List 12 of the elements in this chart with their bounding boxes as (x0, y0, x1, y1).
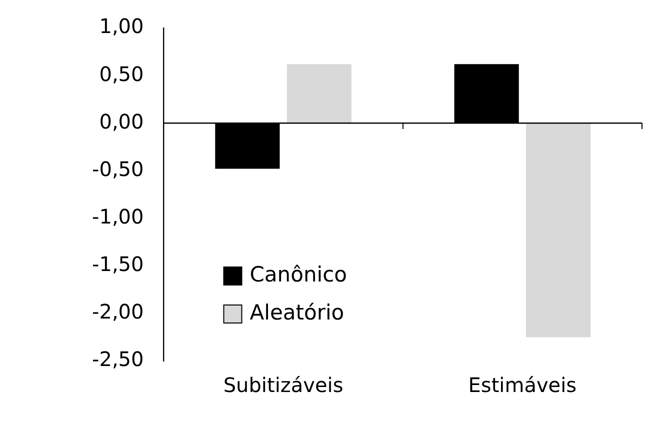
y-tick-label: 0,50 (99, 62, 144, 86)
legend-label: Aleatório (250, 300, 344, 324)
y-tick-label: -2,00 (92, 300, 144, 324)
x-tick-label: Subitizáveis (223, 373, 344, 398)
x-tick-label: Estimáveis (468, 373, 577, 398)
legend-label: Canônico (250, 262, 347, 286)
y-tick-label: 0,00 (99, 109, 144, 134)
y-tick-label: 1,00 (99, 14, 144, 38)
y-tick-label: -2,50 (92, 347, 144, 372)
y-tick-label: -1,00 (92, 204, 144, 228)
y-tick-label: -0,50 (92, 156, 144, 181)
y-tick-label: -1,50 (92, 252, 144, 276)
